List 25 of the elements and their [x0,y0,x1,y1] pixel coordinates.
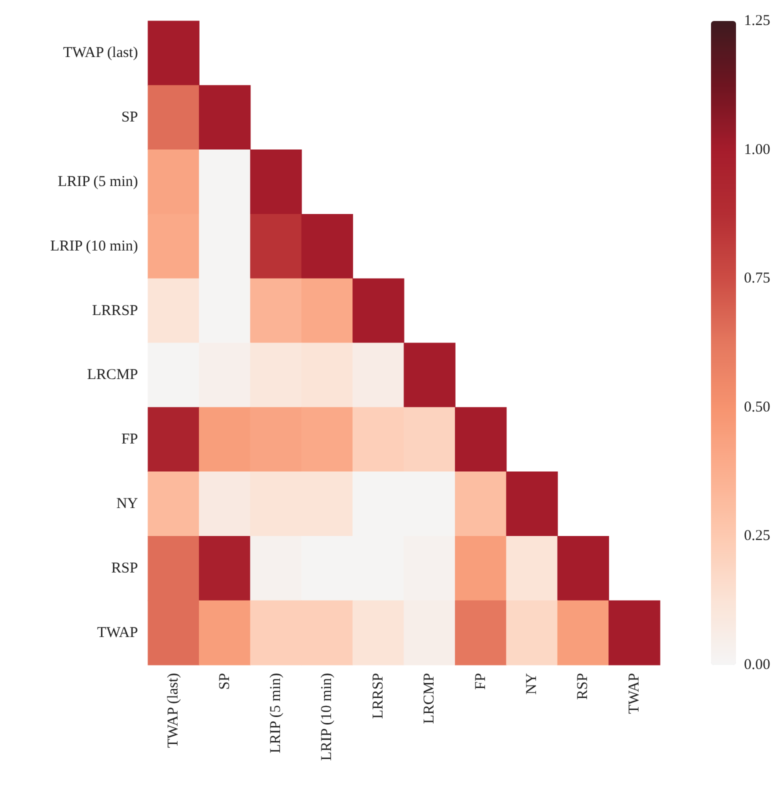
y-tick-label: LRCMP [87,367,138,384]
color-bar-label: 1.00 [744,142,770,158]
color-bar-label: 1.25 [744,13,770,29]
y-tick-label: RSP [111,560,138,576]
x-tick-label: LRRSP [370,673,386,719]
x-tick-label: LRIP (5 min) [268,673,284,754]
color-bar-label: 0.50 [744,399,770,416]
y-tick-label: SP [121,110,138,126]
y-tick-label: TWAP [97,624,138,641]
y-tick-label: LRIP (5 min) [58,174,138,190]
y-tick-label: LRIP (10 min) [50,238,138,254]
color-bar-label: 0.25 [744,528,770,544]
x-tick-label: NY [524,672,540,695]
y-tick-label: LRRSP [92,302,138,319]
y-tick-label: TWAP (last) [63,45,138,62]
x-tick-label: TWAP [626,673,642,714]
y-tick-label: NY [116,496,138,512]
x-tick-label: LRIP (10 min) [319,673,336,761]
x-tick-label: FP [472,673,489,690]
x-tick-label: RSP [575,673,592,700]
x-tick-label: LRCMP [422,673,438,724]
color-bar-label: 0.00 [744,657,770,673]
color-bar-label: 0.75 [744,270,770,287]
x-tick-label: SP [216,673,233,690]
y-tick-label: FP [121,432,138,448]
